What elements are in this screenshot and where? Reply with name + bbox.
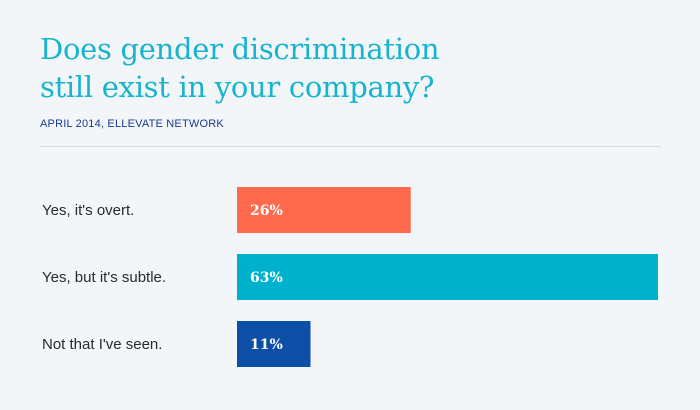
chart-title-line-1: Does gender discrimination <box>40 32 440 66</box>
chart-title-line-2: still exist in your company? <box>40 70 435 104</box>
chart-title: Does gender discrimination still exist i… <box>40 30 640 106</box>
category-label: Yes, it's overt. <box>42 202 134 219</box>
bar <box>237 187 411 233</box>
chart-subtitle: APRIL 2014, ELLEVATE NETWORK <box>40 118 224 130</box>
bar <box>237 254 658 300</box>
bar <box>237 321 311 367</box>
category-label: Yes, but it's subtle. <box>42 269 166 286</box>
bar-value-label: 63% <box>250 270 283 286</box>
bar-value-label: 11% <box>250 337 283 353</box>
bar-value-label: 26% <box>250 203 283 219</box>
divider <box>40 146 661 147</box>
category-label: Not that I've seen. <box>42 336 162 353</box>
